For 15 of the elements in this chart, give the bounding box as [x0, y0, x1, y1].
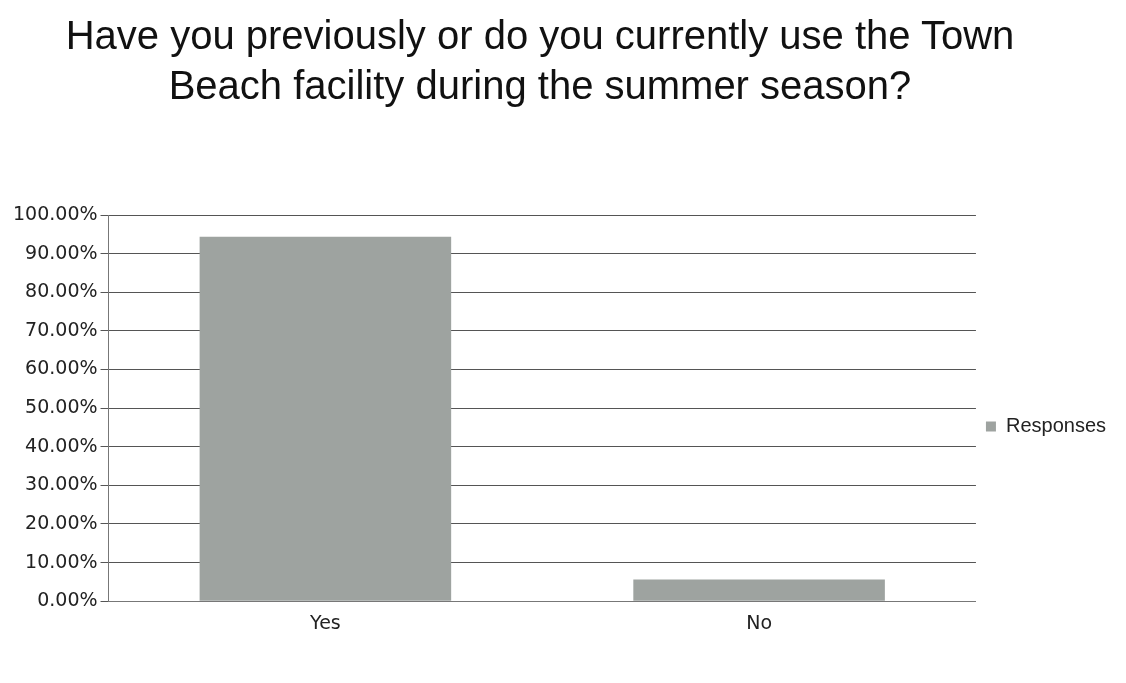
y-tick-label: 0.00% — [37, 588, 98, 611]
x-tick-label: No — [746, 610, 773, 633]
y-tick-label: 40.00% — [25, 433, 98, 456]
legend-label: Responses — [1005, 414, 1106, 437]
y-tick-label: 80.00% — [25, 279, 98, 302]
y-tick-label: 60.00% — [25, 356, 98, 379]
y-tick-label: 90.00% — [25, 240, 98, 263]
y-tick-label: 50.00% — [25, 395, 98, 418]
y-tick-label: 20.00% — [25, 510, 98, 533]
chart-title: Have you previously or do you currently use the Town Beach facility during the summer season? — [64, 12, 1016, 109]
y-tick-label: 70.00% — [25, 317, 98, 340]
y-tick-label: 100.00% — [12, 201, 98, 224]
y-tick-label: 30.00% — [25, 472, 98, 495]
y-tick-label: 10.00% — [25, 549, 98, 572]
x-tick-label: Yes — [309, 610, 341, 633]
